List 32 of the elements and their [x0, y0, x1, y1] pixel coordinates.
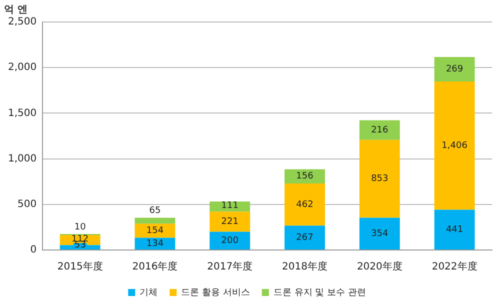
data-label: 200 [221, 236, 239, 246]
x-tick-label: 2020年度 [356, 260, 402, 273]
y-axis-title: 억 엔 [4, 4, 28, 16]
x-tick-label: 2022年度 [432, 260, 478, 273]
legend-label: 기체 [140, 288, 158, 298]
y-tick-label: 2,500 [8, 16, 37, 28]
data-label: 154 [146, 226, 164, 236]
x-tick-label: 2015年度 [57, 260, 103, 273]
y-tick-label: 2,000 [8, 62, 37, 74]
data-label: 269 [446, 64, 464, 75]
x-tick-label: 2017年度 [207, 260, 253, 273]
data-label: 221 [221, 217, 238, 228]
data-label: 267 [296, 232, 314, 243]
data-label: 441 [446, 224, 464, 235]
data-label: 216 [371, 125, 389, 136]
data-label: 354 [371, 228, 389, 239]
data-label: 853 [371, 174, 388, 184]
data-label: 462 [296, 200, 314, 210]
x-tick-label: 2018年度 [282, 260, 328, 273]
data-label: 65 [149, 206, 161, 216]
legend-label: 드론 활용 서비스 [181, 288, 250, 298]
data-label: 156 [296, 172, 314, 182]
data-label: 10 [74, 222, 86, 232]
data-label: 111 [221, 200, 238, 211]
data-label: 134 [146, 238, 164, 249]
x-tick-label: 2016年度 [132, 260, 178, 273]
y-tick-label: 0 [30, 244, 37, 256]
y-tick-label: 1,500 [8, 108, 37, 119]
y-tick-label: 1,000 [8, 153, 37, 164]
y-tick-label: 500 [18, 198, 37, 210]
legend-label: 드론 유지 및 보수 관련 [273, 288, 366, 298]
data-label: 1,406 [442, 141, 468, 152]
